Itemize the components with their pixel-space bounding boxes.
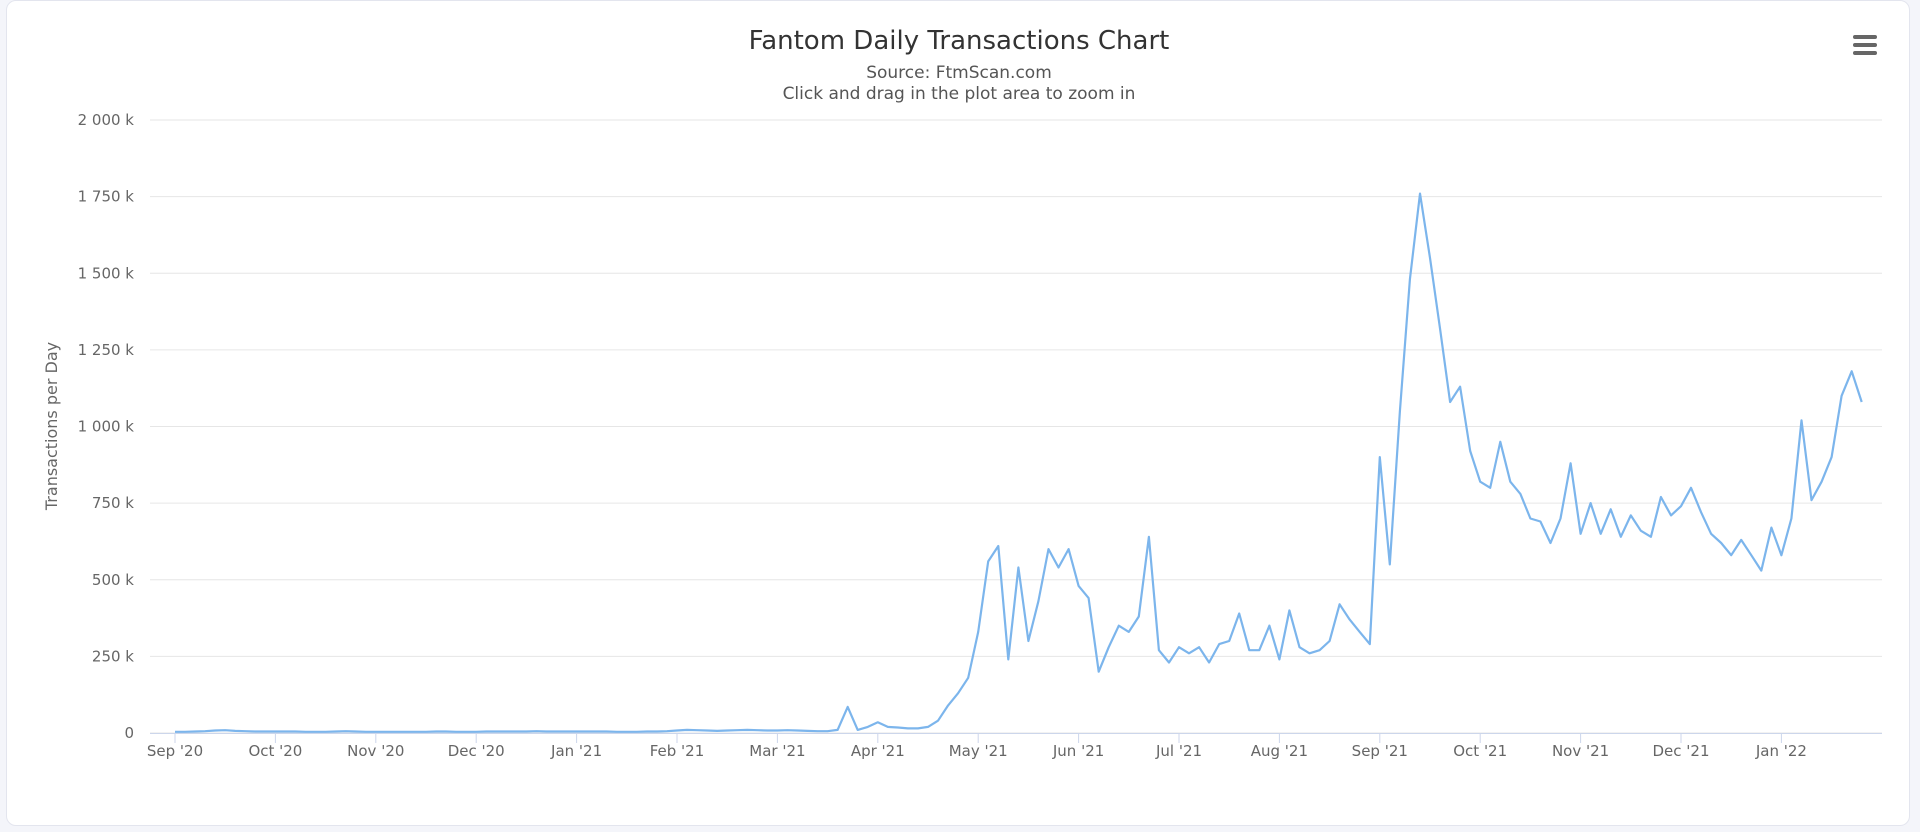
- y-tick-label: 750 k: [92, 494, 134, 512]
- menu-bar[interactable]: [1853, 51, 1877, 55]
- y-axis-title: Transactions per Day: [42, 342, 61, 511]
- menu-button[interactable]: [1853, 35, 1877, 55]
- x-tick-label: Feb '21: [650, 742, 705, 760]
- x-tick-label: Nov '21: [1552, 742, 1609, 760]
- chart-title: Fantom Daily Transactions Chart: [749, 26, 1170, 56]
- x-tick-label: Sep '21: [1352, 742, 1408, 760]
- x-tick-label: Jun '21: [1052, 742, 1104, 760]
- x-tick-label: Dec '20: [448, 742, 505, 760]
- x-tick-label: Jan '22: [1755, 742, 1807, 760]
- x-tick-label: Jul '21: [1155, 742, 1202, 760]
- chart: Fantom Daily Transactions Chart Source: …: [42, 26, 1882, 760]
- x-tick-label: Nov '20: [347, 742, 404, 760]
- y-tick-label: 0: [124, 724, 134, 742]
- x-tick-label: Aug '21: [1251, 742, 1308, 760]
- x-tick-label: May '21: [949, 742, 1008, 760]
- menu-bar[interactable]: [1853, 43, 1877, 47]
- x-tick-label: Mar '21: [749, 742, 805, 760]
- y-tick-label: 2 000 k: [78, 111, 135, 129]
- y-tick-label: 1 000 k: [78, 418, 135, 436]
- chart-card: Fantom Daily Transactions Chart Source: …: [6, 0, 1910, 826]
- zoom-hint: Click and drag in the plot area to zoom …: [783, 84, 1136, 104]
- y-tick-label: 1 500 k: [78, 264, 135, 282]
- menu-bar[interactable]: [1853, 35, 1877, 39]
- y-tick-label: 250 k: [92, 647, 134, 665]
- x-tick-label: Oct '20: [248, 742, 302, 760]
- y-tick-label: 1 750 k: [78, 188, 135, 206]
- x-tick-label: Dec '21: [1652, 742, 1709, 760]
- chart-subtitle: Source: FtmScan.com: [866, 63, 1052, 83]
- series-line: [175, 192, 1863, 733]
- x-tick-label: Jan '21: [550, 742, 602, 760]
- y-tick-label: 1 250 k: [78, 341, 135, 359]
- x-tick-label: Apr '21: [851, 742, 905, 760]
- y-tick-label: 500 k: [92, 571, 134, 589]
- x-tick-label: Sep '20: [147, 742, 203, 760]
- x-tick-label: Oct '21: [1453, 742, 1507, 760]
